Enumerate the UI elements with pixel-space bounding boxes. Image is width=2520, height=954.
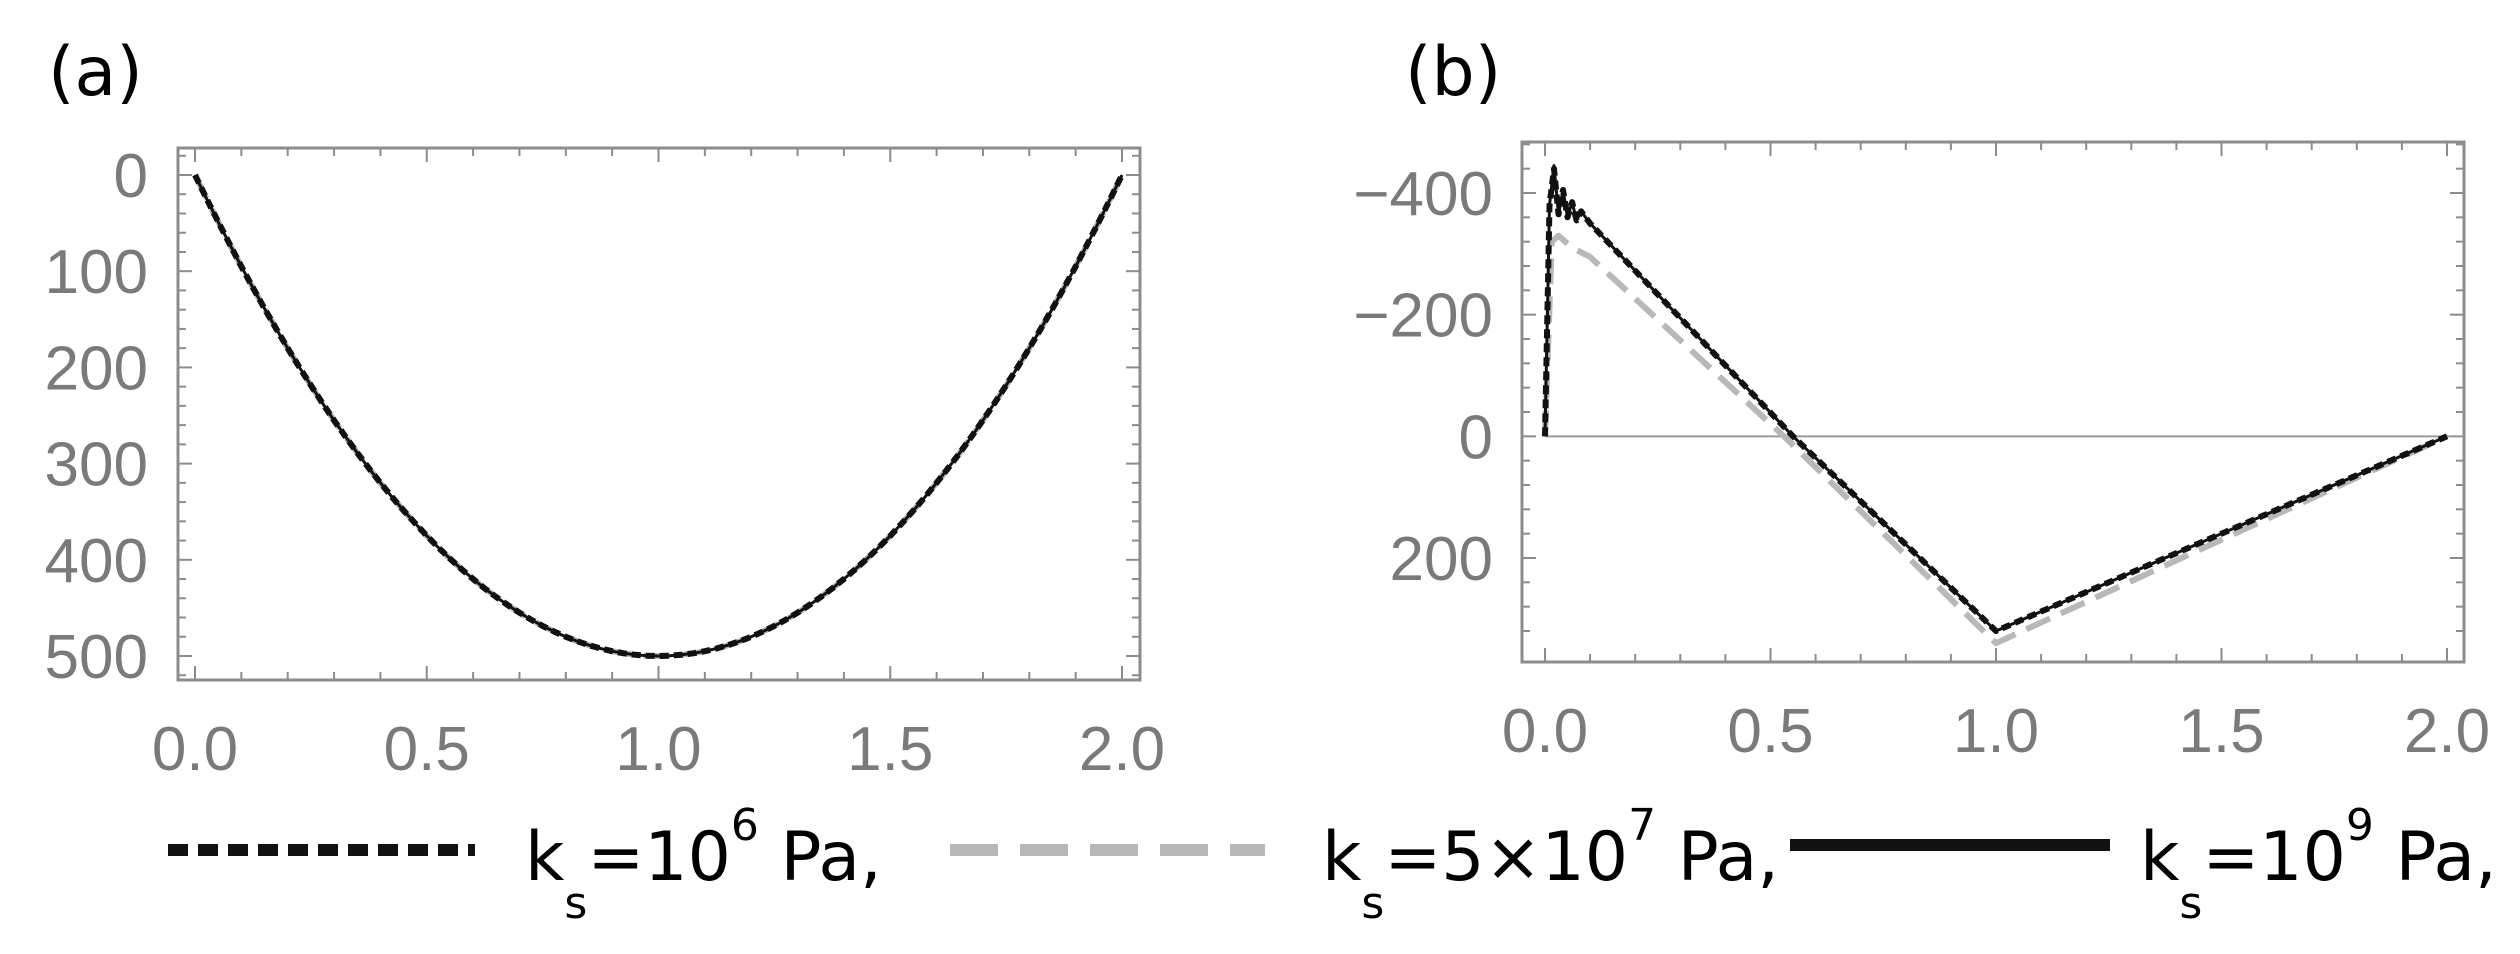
panel-b-xtick-label: 2.0 [2404,697,2490,766]
panel-a-series-dotted-black [192,173,1125,659]
panel-b-series-dashed-gray [1542,232,2449,647]
legend-label-1: ks=106 Pa, [525,800,882,929]
panel-a-frame [176,146,1142,682]
panel-b-ytick-label: −200 [1353,282,1493,351]
panel-b-chart: 0.0 0.5 1.0 1.5 2.0 −400 −200 0 200 [1353,140,2490,766]
panel-a-xtick-label: 2.0 [1079,715,1165,784]
panel-a-lines [192,173,1125,659]
panel-a-ytick-label: 500 [45,623,148,692]
panel-a-xtick-label: 0.5 [384,715,470,784]
panel-b-series-dotted-black [1542,165,2449,634]
panel-a-ytick-label: 0 [114,142,148,211]
panel-a-xtick-label: 0.0 [152,715,238,784]
panel-a-chart: 0.0 0.5 1.0 1.5 2.0 0 100 200 300 400 500 [45,142,1166,784]
legend-label-2: ks=5×107 Pa, [1322,800,1779,929]
panel-b-ytick-label: 200 [1390,525,1493,594]
panel-a-ytick-label: 100 [45,238,148,307]
panel-a-ticks: 0.0 0.5 1.0 1.5 2.0 0 100 200 300 400 500 [45,142,1166,784]
panel-b-ytick-label: 0 [1459,403,1493,472]
panel-b-xtick-label: 0.0 [1502,697,1588,766]
panel-a-ytick-label: 200 [45,334,148,403]
panel-b-lines [1542,164,2464,647]
panel-a-xtick-label: 1.0 [615,715,701,784]
panel-b-series-solid-black [1543,164,2448,633]
panel-label-a: (a) [48,33,143,112]
panel-b-frame [1520,140,2466,664]
panel-b-xtick-label: 1.5 [2178,697,2264,766]
panel-a-series-dashed-gray [192,173,1125,659]
legend: ks=106 Pa, ks=5×107 Pa, ks=109 Pa, [168,800,2497,929]
panel-b-ytick-label: −400 [1353,160,1493,229]
legend-label-3: ks=109 Pa, [2140,800,2497,929]
panel-a-ytick-label: 400 [45,527,148,596]
panel-a-xtick-label: 1.5 [847,715,933,784]
panel-b-ticks: 0.0 0.5 1.0 1.5 2.0 −400 −200 0 200 [1353,142,2490,766]
panel-label-b: (b) [1405,33,1501,112]
panel-b-xtick-label: 0.5 [1727,697,1813,766]
panel-a-ytick-label: 300 [45,431,148,500]
panel-b-xtick-label: 1.0 [1953,697,2039,766]
